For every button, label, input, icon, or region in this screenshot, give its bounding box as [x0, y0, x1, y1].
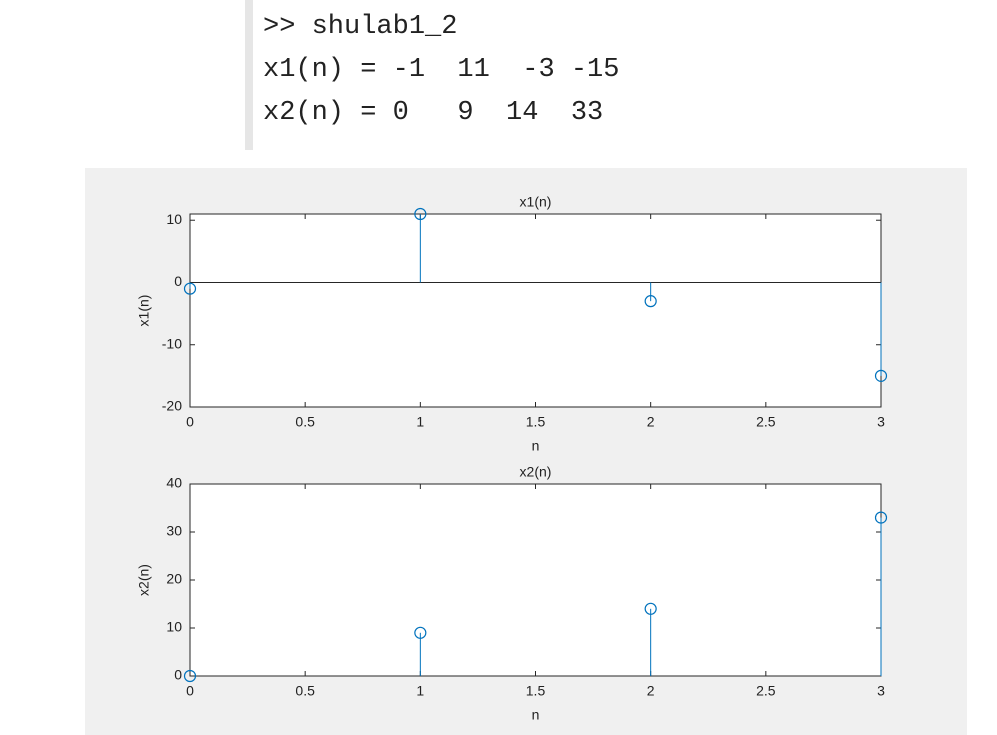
x-tick-label: 3: [877, 683, 885, 699]
console-line: x1(n) = -1 11 -3 -15: [263, 55, 620, 85]
y-tick-label: 0: [174, 667, 182, 683]
y-axis-label: x1(n): [136, 295, 152, 327]
x-tick-label: 1.5: [526, 683, 546, 699]
y-tick-label: 20: [166, 571, 182, 587]
y-tick-label: 40: [166, 475, 182, 491]
stem-marker: [183, 669, 197, 683]
x-tick-label: 2: [647, 414, 655, 430]
y-axis-label: x2(n): [136, 564, 152, 596]
stem-marker: [874, 369, 888, 382]
stem-marker: [644, 295, 657, 308]
y-tick-label: -10: [162, 335, 182, 351]
chart-title: x1(n): [520, 194, 552, 210]
stem-marker: [414, 626, 427, 639]
chart-title: x2(n): [520, 464, 552, 480]
x-tick-label: 0: [186, 683, 194, 699]
y-tick-label: -20: [162, 398, 182, 414]
x-tick-label: 1: [416, 683, 424, 699]
x-tick-label: 2.5: [756, 414, 776, 430]
x-tick-label: 2.5: [756, 683, 776, 699]
x-tick-label: 3: [877, 414, 885, 430]
console: >> shulab1_2 x1(n) = -1 11 -3 -15 x2(n) …: [245, 0, 753, 150]
x-tick-label: 1.5: [526, 414, 546, 430]
x-tick-label: 2: [647, 683, 655, 699]
x-tick-label: 1: [416, 414, 424, 430]
x-tick-label: 0.5: [295, 683, 315, 699]
y-tick-label: 30: [166, 523, 182, 539]
x-axis-label: n: [532, 438, 540, 454]
stem-marker: [644, 602, 657, 615]
x-axis-label: n: [532, 707, 540, 723]
console-line: >> shulab1_2: [263, 12, 458, 42]
axes: [189, 213, 882, 408]
axes: [189, 483, 882, 677]
y-tick-label: 10: [166, 211, 182, 227]
console-line: x2(n) = 0 9 14 33: [263, 98, 604, 128]
y-tick-label: 0: [174, 273, 182, 289]
x-tick-label: 0.5: [295, 414, 315, 430]
y-tick-label: 10: [166, 619, 182, 635]
stem-marker: [183, 282, 197, 295]
stem-marker: [874, 511, 888, 524]
x-tick-label: 0: [186, 414, 194, 430]
stem-marker: [414, 207, 427, 221]
